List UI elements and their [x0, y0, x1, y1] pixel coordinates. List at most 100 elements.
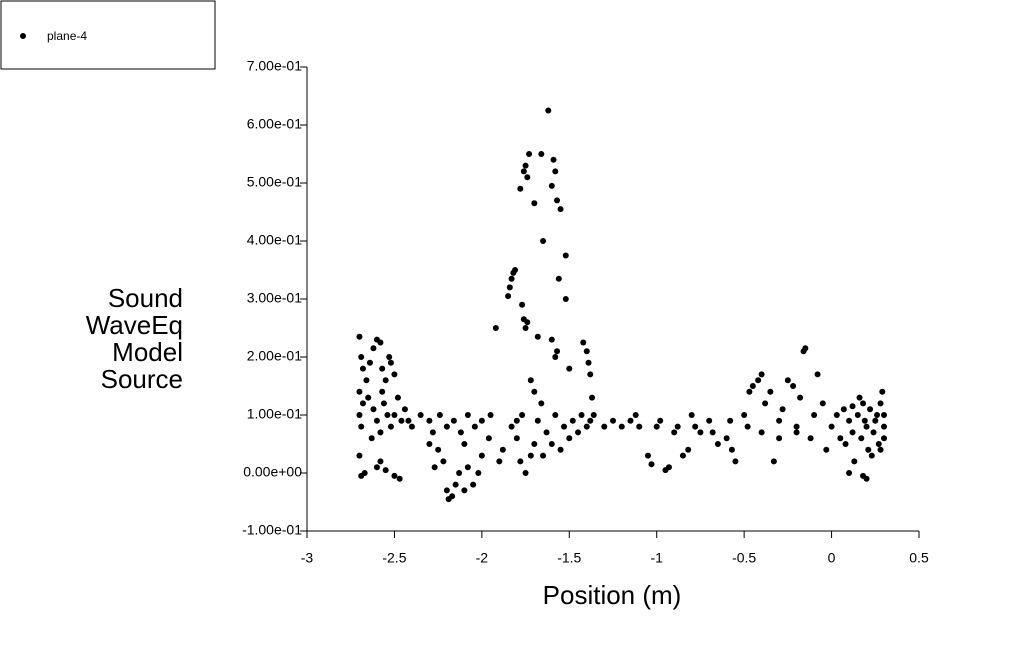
point: [382, 377, 389, 384]
point: [779, 406, 786, 413]
point: [377, 339, 384, 346]
point: [881, 412, 888, 418]
point: [870, 429, 877, 436]
point: [776, 435, 783, 442]
point: [405, 417, 412, 424]
point: [872, 417, 879, 424]
point: [398, 417, 405, 424]
point: [366, 359, 373, 366]
point: [590, 412, 597, 418]
point: [714, 441, 721, 447]
point: [548, 441, 555, 447]
point: [566, 435, 573, 442]
x-axis-title: Position (m): [543, 580, 682, 610]
point: [793, 423, 800, 430]
point: [368, 435, 375, 442]
point: [566, 365, 573, 372]
point: [543, 429, 550, 436]
point: [746, 388, 753, 395]
x-tick-label: -2: [476, 550, 489, 566]
point: [833, 412, 840, 418]
point: [587, 371, 594, 378]
point: [554, 197, 561, 204]
point: [776, 417, 783, 424]
point: [881, 423, 888, 430]
point: [842, 441, 849, 447]
point: [440, 458, 447, 465]
x-tick-label: -3: [301, 550, 314, 566]
point: [879, 388, 886, 395]
point: [429, 429, 436, 436]
y-tick-label: -1.00e-01: [242, 522, 302, 538]
point: [863, 423, 870, 430]
point: [811, 412, 818, 418]
point: [758, 429, 765, 436]
point: [618, 423, 625, 430]
point: [386, 354, 393, 360]
point: [452, 481, 459, 488]
legend-box: [0, 0, 216, 70]
point: [561, 423, 568, 430]
point: [496, 458, 503, 465]
y-tick-label: 0.00e+00: [243, 464, 302, 480]
point: [692, 423, 699, 430]
point: [770, 458, 777, 465]
point: [849, 403, 856, 410]
point: [758, 371, 765, 378]
point: [505, 293, 512, 300]
point: [356, 452, 363, 459]
point: [408, 423, 415, 430]
point: [554, 348, 561, 355]
point: [685, 446, 692, 453]
point: [443, 423, 450, 430]
point: [688, 412, 695, 418]
point: [562, 296, 569, 302]
point: [797, 394, 804, 401]
point: [380, 400, 387, 407]
legend-label: plane-4: [47, 29, 87, 43]
x-tick-label: 0: [828, 550, 836, 566]
legend-marker: [20, 33, 26, 39]
x-tick-label: -0.5: [732, 550, 756, 566]
point: [860, 472, 867, 479]
point: [464, 412, 471, 418]
point: [426, 441, 433, 447]
point: [867, 406, 874, 413]
point: [538, 151, 545, 157]
point: [601, 423, 608, 430]
y-tick-label: 5.00e-01: [247, 174, 302, 190]
point: [358, 354, 365, 360]
point: [359, 400, 366, 407]
point: [361, 470, 368, 476]
point: [741, 412, 748, 418]
y-tick-label: 1.00e-01: [247, 406, 302, 422]
point: [531, 441, 538, 447]
point: [865, 446, 872, 453]
point: [524, 319, 531, 326]
point: [461, 487, 468, 494]
point: [562, 252, 569, 259]
point: [527, 377, 534, 384]
point: [851, 458, 858, 465]
point: [417, 412, 424, 418]
point: [370, 345, 377, 352]
point: [846, 470, 853, 476]
point: [709, 429, 716, 436]
point: [589, 394, 596, 401]
x-tick-label: 0.5: [909, 550, 929, 566]
point: [583, 348, 590, 355]
point: [382, 467, 389, 474]
point: [492, 325, 499, 331]
point: [627, 417, 634, 424]
point: [534, 333, 541, 340]
point: [728, 446, 735, 453]
point: [644, 452, 651, 459]
point: [755, 377, 762, 384]
point: [674, 423, 681, 430]
point: [657, 417, 664, 424]
x-tick-label: -1: [650, 550, 663, 566]
point: [396, 475, 403, 482]
point: [370, 406, 377, 413]
point: [749, 383, 756, 389]
point: [580, 339, 587, 346]
